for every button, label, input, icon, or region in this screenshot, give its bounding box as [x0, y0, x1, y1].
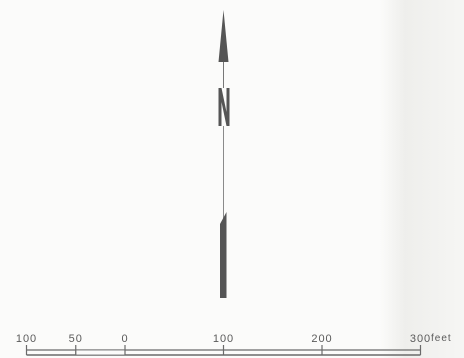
scale-unit-label: feet — [431, 333, 452, 344]
north-arrow-letter-n — [218, 88, 230, 126]
scale-tick-label: 50 — [68, 333, 83, 345]
scale-tick-label: 300 — [409, 333, 432, 345]
scale-segment-subdivision — [75, 349, 126, 356]
scale-tick-label: 0 — [121, 333, 129, 345]
scale-tick-label: 200 — [311, 333, 333, 345]
north-arrow-tail — [220, 212, 227, 298]
paper-shading — [380, 0, 464, 358]
scale-tick-label: 100 — [15, 333, 38, 345]
scale-tick-label: 100 — [212, 333, 235, 345]
north-arrow-head — [218, 10, 229, 62]
